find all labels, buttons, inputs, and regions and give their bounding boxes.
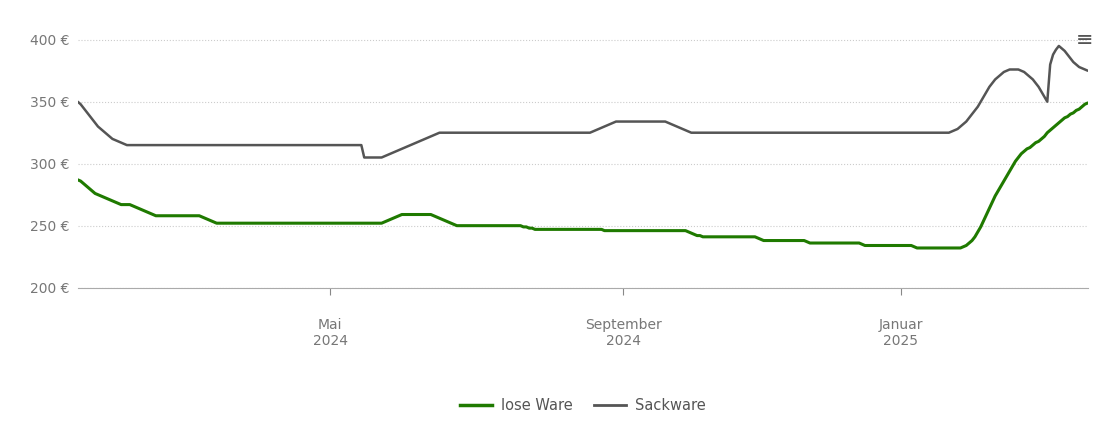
Text: Mai
2024: Mai 2024 xyxy=(313,318,347,349)
Text: ≡: ≡ xyxy=(1076,30,1093,49)
Text: Januar
2025: Januar 2025 xyxy=(879,318,924,349)
Text: September
2024: September 2024 xyxy=(585,318,662,349)
Legend: lose Ware, Sackware: lose Ware, Sackware xyxy=(454,392,712,419)
